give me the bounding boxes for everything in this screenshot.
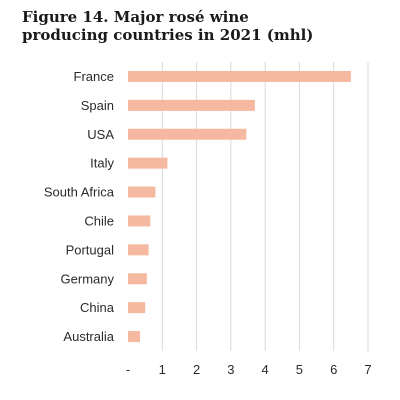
x-tick-label-1: 1 xyxy=(159,362,166,377)
x-tick-label-0: - xyxy=(126,362,130,377)
x-tick-label-4: 4 xyxy=(262,362,269,377)
category-label-spain: Spain xyxy=(81,98,114,113)
category-label-australia: Australia xyxy=(63,329,114,344)
x-tick-label-7: 7 xyxy=(364,362,371,377)
category-labels: France Spain USA Italy South Africa Chile Port… xyxy=(44,69,115,344)
bar-chile xyxy=(128,215,151,227)
bar-australia xyxy=(128,331,140,343)
category-label-south-africa: South Africa xyxy=(44,185,115,200)
category-label-chile: Chile xyxy=(84,213,114,228)
x-tick-label-3: 3 xyxy=(227,362,234,377)
bar-usa xyxy=(128,128,247,140)
bar-china xyxy=(128,302,146,314)
category-label-italy: Italy xyxy=(90,156,114,171)
bar-italy xyxy=(128,157,168,169)
category-label-usa: USA xyxy=(87,127,114,142)
x-tick-labels: - 1 2 3 4 5 6 7 xyxy=(126,362,372,377)
x-tick-label-5: 5 xyxy=(296,362,303,377)
x-tick-label-2: 2 xyxy=(193,362,200,377)
category-label-portugal: Portugal xyxy=(66,242,115,257)
bar-portugal xyxy=(128,244,149,256)
chart-title: Figure 14. Major rosé wine producing cou… xyxy=(22,8,314,44)
bar-france xyxy=(128,70,351,82)
category-label-china: China xyxy=(80,300,115,315)
category-label-france: France xyxy=(74,69,114,84)
category-label-germany: Germany xyxy=(61,271,115,286)
bars xyxy=(128,70,351,343)
x-tick-label-6: 6 xyxy=(330,362,337,377)
bar-spain xyxy=(128,99,255,111)
gridlines xyxy=(161,62,369,351)
bar-germany xyxy=(128,273,147,285)
bar-south-africa xyxy=(128,186,156,198)
